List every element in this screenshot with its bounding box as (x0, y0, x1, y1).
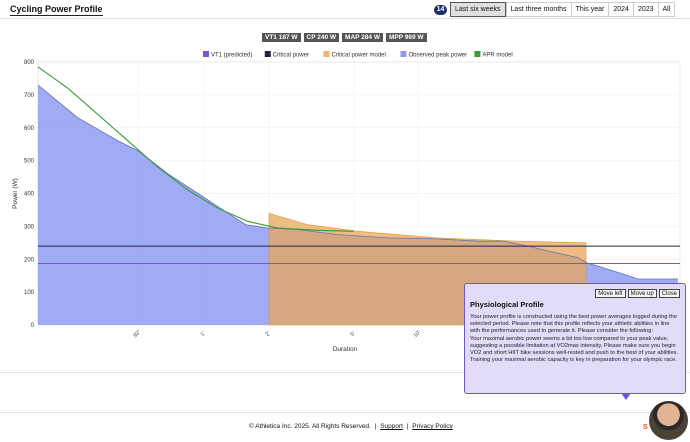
mpp-stat: MPP 969 W (385, 33, 427, 42)
x-tick-label: 1' (200, 331, 207, 338)
tab-all[interactable]: All (657, 2, 676, 17)
legend-swatch (264, 51, 271, 57)
apr-model-line (37, 66, 355, 232)
popover-arrow (621, 393, 631, 400)
page-title: Cycling Power Profile (10, 4, 103, 16)
legend-swatch (323, 51, 330, 57)
x-tick-label: 2' (265, 331, 272, 338)
y-tick-label: 800 (24, 60, 35, 66)
tab-2024[interactable]: 2024 (608, 2, 633, 17)
footer-separator: | (406, 423, 409, 430)
period-tabs: Last six weeks Last three months This ye… (450, 2, 676, 17)
x-tick-label: 30" (132, 329, 142, 339)
popover-paragraph-1: Your power profile is constructed using … (470, 314, 677, 335)
y-tick-label: 600 (24, 126, 35, 132)
x-tick-label: 5' (350, 331, 357, 338)
stat-badges: VT1 187 W CP 240 W MAP 284 W MPP 969 W (262, 33, 427, 42)
map-stat: MAP 284 W (342, 33, 383, 42)
y-tick-label: 0 (31, 323, 35, 329)
move-up-button[interactable]: Move up (627, 289, 657, 298)
physiological-profile-popover: Move left Move up Close Physiological Pr… (464, 283, 686, 400)
privacy-policy-link[interactable]: Privacy Policy (412, 423, 453, 430)
coach-avatar[interactable] (649, 401, 688, 440)
copyright-text: © Athletica Inc. 2025. All Rights Reserv… (249, 423, 371, 430)
tab-2023[interactable]: 2023 (632, 2, 658, 17)
legend-label: APR model (482, 53, 512, 59)
tab-this-year[interactable]: This year (570, 2, 609, 17)
legend-swatch (400, 51, 407, 57)
popover-actions: Move left Move up Close (470, 289, 680, 298)
y-tick-label: 400 (24, 192, 35, 198)
x-tick-label: 10' (413, 330, 422, 339)
support-link[interactable]: Support (380, 423, 403, 430)
vt1-stat: VT1 187 W (262, 33, 301, 42)
y-tick-label: 200 (24, 257, 35, 263)
count-badge: 14 (434, 5, 447, 15)
popover-title: Physiological Profile (470, 300, 544, 309)
popover-body: Your power profile is constructed using … (470, 314, 680, 364)
legend-swatch (203, 51, 209, 57)
y-tick-label: 700 (24, 93, 35, 99)
cp-stat: CP 240 W (303, 33, 340, 42)
legend-label: Critical power (273, 53, 309, 59)
y-axis-title: Power (W) (12, 178, 19, 209)
header-divider (0, 18, 690, 19)
tab-last-three-months[interactable]: Last three months (505, 2, 571, 17)
x-axis-title: Duration (333, 346, 358, 353)
power-chart: 0 100 200 300 400 500 600 700 800 30" 1' 2' 5' 10' VT1… (12, 51, 681, 353)
tab-last-six-weeks[interactable]: Last six weeks (450, 2, 506, 17)
move-left-button[interactable]: Move left (595, 289, 626, 298)
footer-separator: | (374, 423, 377, 430)
popover-paragraph-2: Your maximal aerobic power seems a bit t… (470, 335, 678, 364)
footer: © Athletica Inc. 2025. All Rights Reserv… (249, 423, 453, 430)
legend-swatch (474, 51, 481, 57)
legend-label: Critical power model (331, 53, 385, 59)
footer-divider (0, 412, 690, 413)
y-tick-label: 300 (24, 224, 35, 230)
legend-label: VT1 (predicted) (211, 53, 252, 59)
notification-dot-icon: S (643, 424, 648, 431)
y-tick-label: 500 (24, 159, 35, 165)
power-profile-panel: Cycling Power Profile 14 Last six weeks … (0, 2, 690, 42)
close-button[interactable]: Close (658, 289, 680, 298)
legend-label: Observed peak power (408, 53, 467, 59)
y-tick-label: 100 (24, 290, 35, 296)
section-divider (0, 372, 690, 373)
